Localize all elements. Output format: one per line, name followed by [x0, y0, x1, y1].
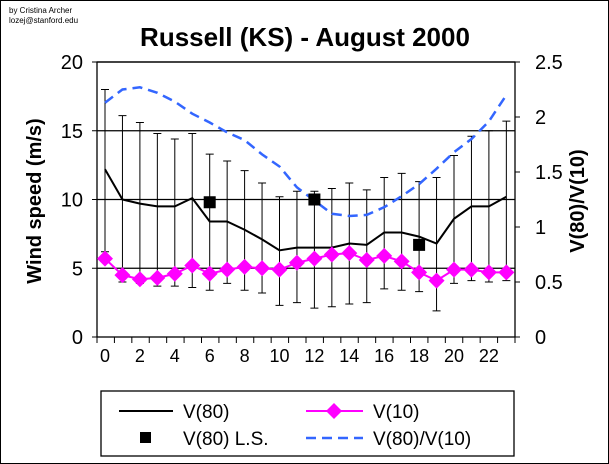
- legend-ls-label: V(80) L.S.: [183, 429, 269, 450]
- y2-axis-label: V(80)/V(10): [567, 149, 589, 252]
- v10-marker: [323, 246, 340, 263]
- v10-marker: [428, 272, 445, 289]
- y-tick-label: 10: [61, 190, 83, 212]
- credit-text: by Cristina Archer lozej@stanford.edu: [9, 6, 78, 26]
- v10-marker: [498, 264, 515, 281]
- plot-area: [96, 61, 516, 338]
- x-tick-label: 0: [100, 346, 110, 366]
- y-tick-label: 5: [72, 258, 83, 280]
- x-tick-label: 6: [205, 346, 215, 366]
- v10-marker: [97, 250, 113, 267]
- y-tick-label: 0: [72, 327, 83, 349]
- y2-tick-label: 2.5: [535, 52, 563, 74]
- legend-v10-marker: [326, 403, 342, 419]
- v80-ls-marker: [203, 196, 216, 209]
- v10-marker: [480, 264, 497, 281]
- v10-marker: [201, 265, 218, 282]
- chart-title: Russell (KS) - August 2000: [140, 22, 470, 52]
- v10-marker: [288, 254, 305, 271]
- v10-marker: [131, 271, 148, 288]
- v10-marker: [271, 261, 288, 278]
- x-tick-label: 4: [170, 346, 180, 366]
- x-tick-label: 8: [240, 346, 250, 366]
- legend-v10-label: V(10): [373, 402, 419, 423]
- x-tick-label: 22: [479, 346, 499, 366]
- x-tick-label: 10: [269, 346, 289, 366]
- v10-marker: [411, 264, 428, 281]
- v10-marker: [254, 260, 271, 277]
- v10-marker: [306, 250, 323, 267]
- legend-box: [100, 390, 515, 457]
- y-tick-label: 15: [61, 121, 83, 143]
- series-ratio-line: [104, 86, 508, 218]
- v80-ls-marker: [308, 193, 321, 206]
- v10-marker: [376, 247, 393, 264]
- legend-v80-label: V(80): [183, 402, 229, 423]
- v10-marker: [114, 267, 131, 284]
- v10-marker: [446, 261, 462, 278]
- x-tick-label: 12: [304, 346, 324, 366]
- v10-marker: [166, 265, 183, 282]
- x-tick-label: 2: [135, 346, 145, 366]
- v10-marker: [463, 261, 480, 278]
- credit-author: by Cristina Archer: [9, 6, 73, 15]
- v10-marker: [236, 258, 253, 275]
- legend-ls-marker: [140, 432, 151, 443]
- v10-marker: [184, 257, 201, 274]
- x-tick-label: 18: [409, 346, 429, 366]
- y-tick-label: 20: [61, 52, 83, 74]
- credit-email: lozej@stanford.edu: [9, 16, 79, 25]
- y2-tick-label: 0: [535, 327, 546, 349]
- v10-marker: [341, 245, 358, 262]
- v80-ls-marker: [413, 238, 426, 251]
- series-v80-line: [104, 168, 507, 252]
- x-tick-label: 16: [374, 346, 394, 366]
- v10-marker: [219, 261, 236, 278]
- v10-marker: [149, 269, 166, 286]
- x-tick-label: 20: [444, 346, 464, 366]
- y-axis-label: Wind speed (m/s): [24, 118, 46, 283]
- v10-marker: [358, 252, 375, 268]
- y2-tick-label: 1.5: [535, 162, 563, 184]
- legend-ratio-label: V(80)/V(10): [373, 429, 471, 450]
- y2-tick-label: 0.5: [535, 272, 563, 294]
- y2-tick-label: 1: [535, 217, 546, 239]
- series-v10-line: [104, 252, 507, 282]
- y2-tick-label: 2: [535, 107, 546, 129]
- v10-marker: [393, 253, 410, 270]
- x-tick-label: 14: [339, 346, 359, 366]
